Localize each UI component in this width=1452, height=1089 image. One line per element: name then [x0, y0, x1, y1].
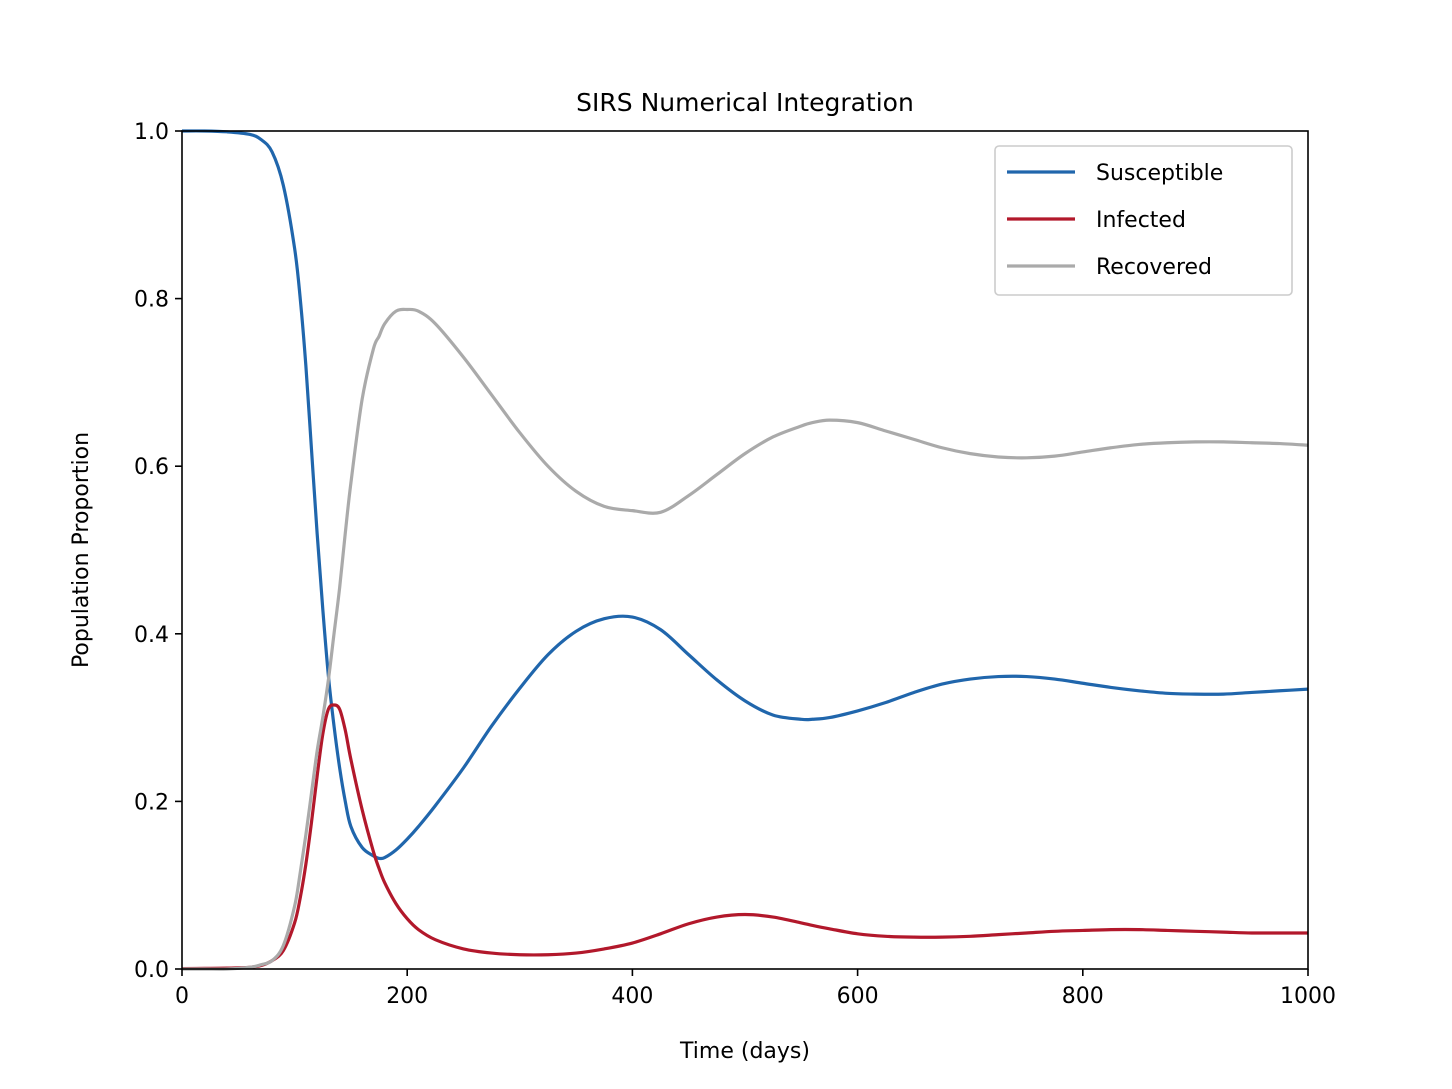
y-tick-label: 1.0: [134, 120, 169, 145]
y-axis: 0.0 0.2 0.4 0.6 0.8 1.0: [134, 120, 182, 983]
y-tick-label: 0.0: [134, 958, 169, 983]
x-tick-label: 200: [386, 984, 428, 1009]
series-line-infected: [181, 703, 1308, 971]
x-axis-label: Time (days): [679, 1039, 810, 1064]
legend: Susceptible Infected Recovered: [994, 145, 1293, 296]
legend-label-infected: Infected: [1096, 208, 1186, 233]
series-line-recovered: [182, 307, 1309, 971]
series-line-susceptible: [181, 129, 1309, 861]
series-layer: [181, 129, 1309, 971]
legend-label-recovered: Recovered: [1096, 255, 1212, 280]
x-tick-label: 400: [611, 984, 653, 1009]
legend-label-susceptible: Susceptible: [1096, 161, 1223, 186]
x-tick-label: 600: [837, 984, 879, 1009]
y-tick-label: 0.8: [134, 288, 169, 313]
y-tick-label: 0.4: [134, 623, 169, 648]
y-tick-label: 0.2: [134, 790, 169, 815]
x-tick-label: 0: [175, 984, 189, 1009]
x-tick-label: 800: [1062, 984, 1104, 1009]
x-tick-label: 1000: [1280, 984, 1336, 1009]
plot-frame: [181, 130, 1309, 970]
x-axis: 0 200 400 600 800 1000: [175, 969, 1336, 1009]
y-axis-label: Population Proportion: [69, 432, 94, 668]
chart-title: SIRS Numerical Integration: [576, 88, 914, 117]
y-tick-label: 0.6: [134, 455, 169, 480]
legend-box: [994, 145, 1293, 296]
